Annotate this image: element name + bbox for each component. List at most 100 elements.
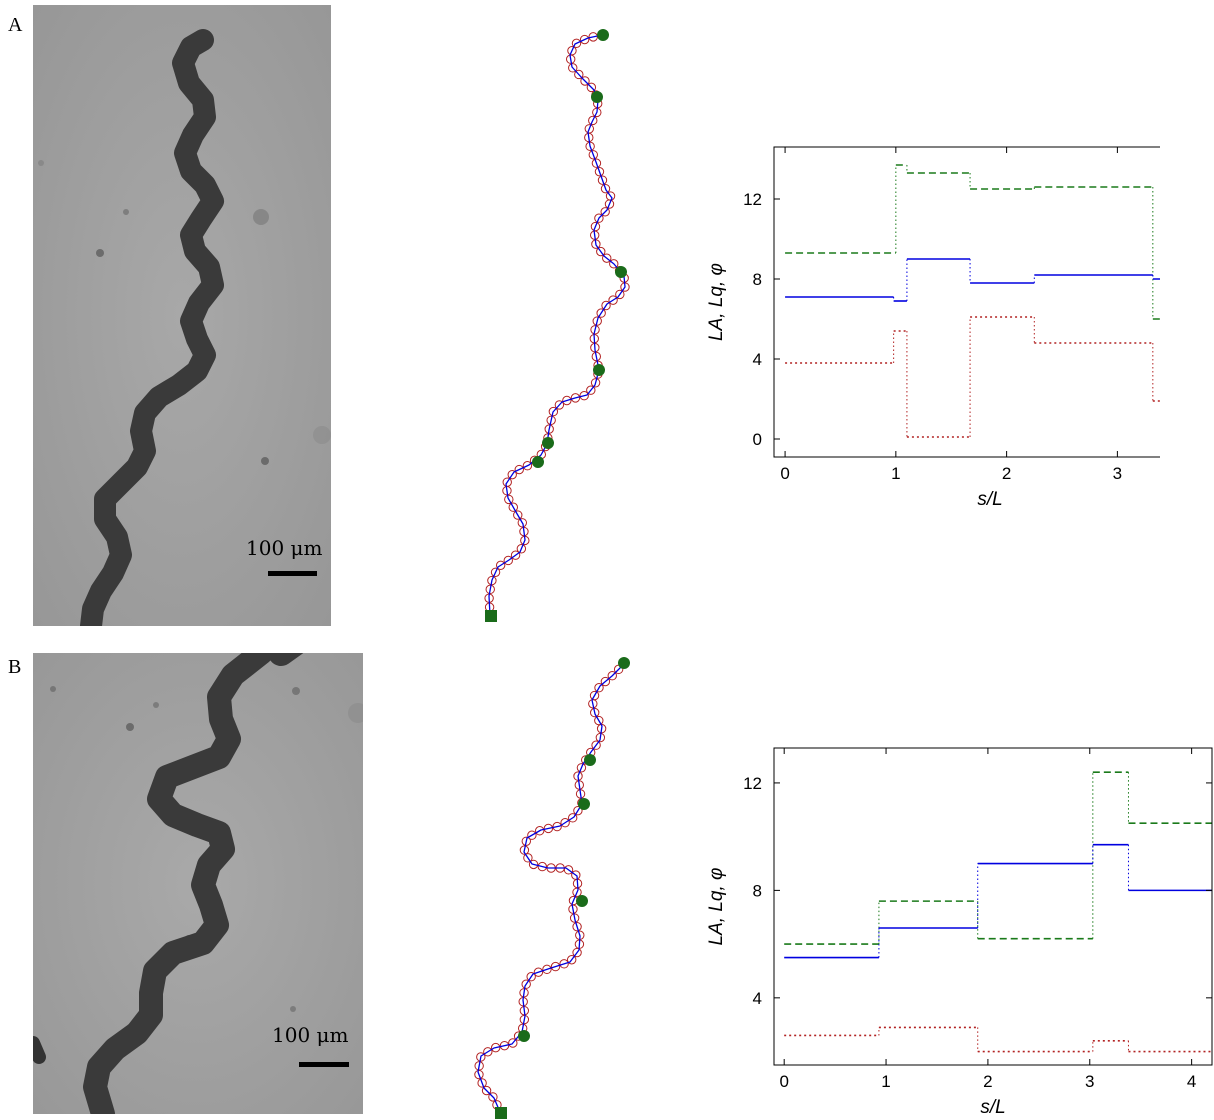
trace-sample-circle <box>537 861 548 872</box>
x-tick-label: 0 <box>779 1072 788 1091</box>
trace-sample-circle <box>523 853 533 863</box>
y-axis-label: LA, Lq, φ <box>706 868 727 946</box>
y-axis-label: LA, Lq, φ <box>706 263 727 341</box>
trace-sample-circle <box>571 38 582 49</box>
panel-label-b: B <box>8 656 22 678</box>
trace-sample-circle <box>550 961 561 972</box>
trace-sample-circle <box>607 671 617 681</box>
trace-sample-circle <box>600 676 611 687</box>
trace-sample-circle <box>554 400 565 410</box>
trace-sample-circle <box>527 830 537 840</box>
x-axis-label: s/L <box>980 1097 1005 1118</box>
trace-sample-circle <box>507 469 517 480</box>
microscope-photo-b <box>33 653 363 1114</box>
trace-breakpoint-marker <box>542 437 554 449</box>
x-tick-label: 4 <box>1187 1072 1196 1091</box>
x-tick-label: 2 <box>983 1072 992 1091</box>
trace-sample-circle <box>490 567 501 578</box>
trace-sample-circle <box>516 544 527 554</box>
trace-breakpoint-marker <box>518 1030 530 1042</box>
trace-sample-circle <box>519 845 530 855</box>
trace-sample-circle <box>579 391 589 401</box>
trace-sample-circle <box>596 308 606 318</box>
trace-sample-circle <box>546 415 556 425</box>
scale-bar-label-a: 100 μm <box>246 536 323 560</box>
trace-sample-circle <box>573 805 583 816</box>
trace-sample-circle <box>591 740 601 750</box>
trace-centerline <box>477 662 626 1113</box>
y-tick-label: 12 <box>743 190 762 209</box>
trace-sample-circle <box>604 199 615 209</box>
trace-start-marker <box>485 610 497 622</box>
trace-sample-circle <box>495 560 506 571</box>
trace-sample-circle <box>552 821 562 832</box>
trace-sample-circle <box>526 972 536 982</box>
scale-bar-b <box>299 1062 349 1067</box>
trace-centerline <box>488 34 626 616</box>
trace-sample-circle <box>476 1052 486 1062</box>
trace-sample-circle <box>588 115 598 126</box>
y-tick-label: 4 <box>753 350 762 369</box>
trace-sample-circle <box>572 921 582 932</box>
trace-sample-circle <box>576 763 587 773</box>
y-tick-label: 12 <box>743 774 762 793</box>
trace-sample-circle <box>559 959 569 969</box>
scale-bar-a <box>268 571 317 576</box>
trace-sample-circle <box>592 316 602 326</box>
trace-sample-circle <box>504 494 514 505</box>
trace-sample-circle <box>508 502 518 512</box>
trace-breakpoint-marker <box>578 798 590 810</box>
trace-sample-circle <box>566 54 576 64</box>
trace-sample-circle <box>586 82 597 93</box>
trace-sample-circle <box>609 259 619 269</box>
trace-breakpoint-marker <box>584 754 596 766</box>
y-tick-label: 8 <box>753 881 762 900</box>
scale-bar-label-b: 100 μm <box>272 1023 349 1047</box>
trace-sample-circle <box>477 1078 487 1088</box>
x-tick-label: 1 <box>891 464 900 483</box>
trace-sample-circle <box>521 836 531 846</box>
trace-sample-circle <box>608 295 618 305</box>
trace-sample-circle <box>601 300 611 311</box>
trace-sample-circle <box>548 406 559 417</box>
trace-sample-circle <box>566 955 577 965</box>
trace-sample-circle <box>572 947 582 958</box>
trace-sample-circle <box>572 887 582 897</box>
trace-sample-circle <box>567 813 578 823</box>
trace-sample-circle <box>586 385 596 395</box>
trace-start-marker <box>495 1107 507 1119</box>
trace-sample-circle <box>508 1038 518 1048</box>
trace-sample-circle <box>481 1085 492 1096</box>
trace-sample-circle <box>594 166 605 177</box>
trace-sample-circle <box>562 395 572 406</box>
trace-sample-circle <box>499 1040 510 1051</box>
trace-sample-circle <box>503 555 513 566</box>
trace-sample-circle <box>585 141 595 152</box>
trace-sample-circle <box>602 253 612 263</box>
trace-breakpoint-marker <box>591 91 603 103</box>
trace-sample-circle <box>580 76 590 86</box>
trace-sample-circle <box>594 715 604 726</box>
trace-sample-circle <box>600 207 610 217</box>
trace-sample-circle <box>590 325 600 335</box>
plot-frame <box>773 747 1213 1066</box>
trace-sample-circle <box>597 175 608 185</box>
trace-sample-circle <box>568 904 578 914</box>
trace-sample-circle <box>521 979 531 989</box>
trace-sample-circle <box>491 1042 501 1053</box>
trace-sample-circle <box>590 378 601 388</box>
plot-frame <box>773 146 1160 458</box>
photo-a-image <box>33 5 331 626</box>
trace-sample-circle <box>615 289 625 300</box>
trace-sample-circle <box>570 393 581 403</box>
trace-sample-circle <box>535 826 545 836</box>
trace-sample-circle <box>488 1092 498 1102</box>
trace-sample-circle <box>569 913 580 923</box>
trace-sample-circle <box>528 859 539 870</box>
y-tick-label: 4 <box>753 989 762 1008</box>
trace-breakpoint-marker <box>597 29 609 41</box>
